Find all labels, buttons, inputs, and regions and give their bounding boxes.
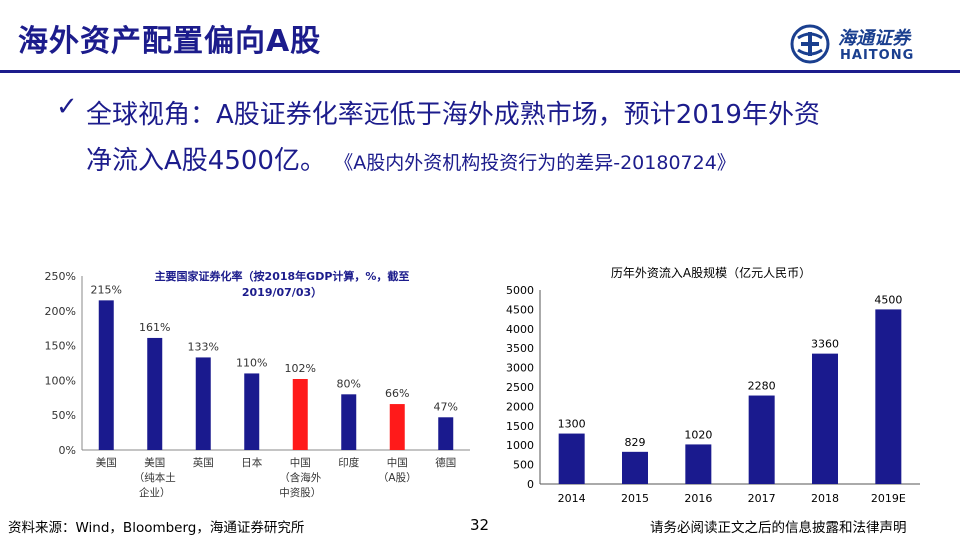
- data-label: 133%: [188, 340, 219, 353]
- x-tick-label: 印度: [338, 456, 359, 469]
- x-tick-label: （含海外: [279, 471, 321, 484]
- headline-line-1: 全球视角：A股证券化率远低于海外成熟市场，预计2019年外资: [86, 100, 820, 130]
- disclaimer: 请务必阅读正文之后的信息披露和法律声明: [650, 520, 907, 536]
- y-tick-label: 150%: [45, 340, 76, 353]
- bar: [389, 404, 405, 450]
- y-tick-label: 2000: [506, 400, 534, 413]
- haitong-logo: 海通证券 HAITONG: [790, 22, 940, 66]
- logo-text-cn: 海通证券: [838, 28, 910, 49]
- bar: [748, 395, 775, 484]
- bar: [812, 353, 838, 484]
- x-tick-label: （纯本土: [134, 471, 176, 484]
- x-tick-label: 日本: [241, 456, 262, 469]
- securitization-rate-chart: 0% 50% 100% 150% 200% 250% 主要国家证券化率（按2018年GDP计…: [45, 269, 470, 499]
- chart-title-line-1: 主要国家证券化率（按2018年GDP计算，%，截至: [155, 269, 410, 283]
- chart-title-line-2: 2019/07/03）: [242, 286, 322, 299]
- bar: [292, 379, 308, 450]
- source-note: 资料来源：Wind，Bloomberg，海通证券研究所: [8, 520, 305, 536]
- headline: 全球视角：A股证券化率远低于海外成熟市场，预计2019年外资 净流入A股4500…: [86, 92, 926, 186]
- y-tick-label: 5000: [506, 284, 534, 297]
- bar: [98, 300, 114, 450]
- y-tick-label: 0: [527, 478, 534, 491]
- x-tick-label: 中国: [387, 456, 408, 469]
- y-tick-label: 4500: [506, 303, 534, 316]
- x-tick-label: 2015: [621, 492, 649, 505]
- bar: [558, 433, 585, 484]
- y-tick-label: 1500: [506, 420, 534, 433]
- y-tick-label: 0%: [59, 444, 76, 457]
- x-tick-label: 2017: [748, 492, 776, 505]
- y-tick-label: 1000: [506, 439, 534, 452]
- data-label: 110%: [236, 356, 267, 369]
- headline-reference: 《A股内外资机构投资行为的差异-20180724》: [334, 152, 736, 174]
- slide-title: 海外资产配置偏向A股: [18, 24, 322, 59]
- data-label: 4500: [874, 293, 902, 306]
- bar: [875, 309, 902, 484]
- x-tick-label: 2019E: [871, 492, 906, 505]
- foreign-inflow-chart: 历年外资流入A股规模（亿元人民币） 0 500 1000 1500 2000 2500 300…: [506, 265, 920, 505]
- chart-title: 历年外资流入A股规模（亿元人民币）: [611, 265, 811, 280]
- data-label: 829: [625, 436, 646, 449]
- x-tick-label: 德国: [435, 456, 456, 469]
- data-label: 2280: [748, 380, 776, 393]
- y-tick-label: 2500: [506, 381, 534, 394]
- x-tick-label: 2014: [558, 492, 586, 505]
- x-tick-label: 中资股）: [279, 486, 321, 499]
- bar: [244, 373, 260, 450]
- y-tick-label: 100%: [45, 374, 76, 387]
- y-tick-label: 500: [513, 459, 534, 472]
- data-label: 1020: [684, 428, 712, 441]
- headline-line-2-text: 净流入A股4500亿。: [86, 146, 326, 176]
- page-number: 32: [470, 516, 490, 534]
- plot-area: [82, 276, 470, 450]
- y-tick-label: 4000: [506, 323, 534, 336]
- data-label: 1300: [558, 418, 586, 431]
- bar: [147, 337, 163, 450]
- haitong-logo-icon: [790, 24, 830, 64]
- checkmark-icon: ✓: [56, 92, 78, 122]
- y-tick-label: 200%: [45, 305, 76, 318]
- y-tick-label: 250%: [45, 270, 76, 283]
- y-tick-label: 3000: [506, 362, 534, 375]
- data-label: 161%: [139, 321, 170, 334]
- x-tick-label: 英国: [193, 456, 214, 469]
- x-tick-label: 美国: [144, 456, 165, 469]
- bar: [438, 417, 454, 450]
- data-label: 215%: [91, 283, 122, 296]
- data-label: 80%: [337, 377, 361, 390]
- data-label: 66%: [385, 387, 409, 400]
- logo-text-en: HAITONG: [840, 48, 915, 63]
- x-tick-label: 2018: [811, 492, 839, 505]
- y-tick-label: 50%: [52, 409, 76, 422]
- title-divider: [0, 70, 960, 73]
- data-label: 47%: [434, 400, 458, 413]
- x-tick-label: 企业）: [139, 486, 171, 499]
- x-tick-label: 2016: [684, 492, 712, 505]
- bar: [341, 394, 357, 450]
- x-tick-label: 美国: [96, 456, 117, 469]
- bar: [622, 451, 648, 484]
- y-tick-label: 3500: [506, 342, 534, 355]
- data-label: 3360: [811, 338, 839, 351]
- x-tick-label: 中国: [290, 456, 311, 469]
- bar: [195, 357, 211, 450]
- bar: [685, 444, 712, 484]
- headline-line-2: 净流入A股4500亿。 《A股内外资机构投资行为的差异-20180724》: [86, 138, 926, 186]
- data-label: 102%: [285, 362, 316, 375]
- x-tick-label: （A股）: [378, 472, 417, 484]
